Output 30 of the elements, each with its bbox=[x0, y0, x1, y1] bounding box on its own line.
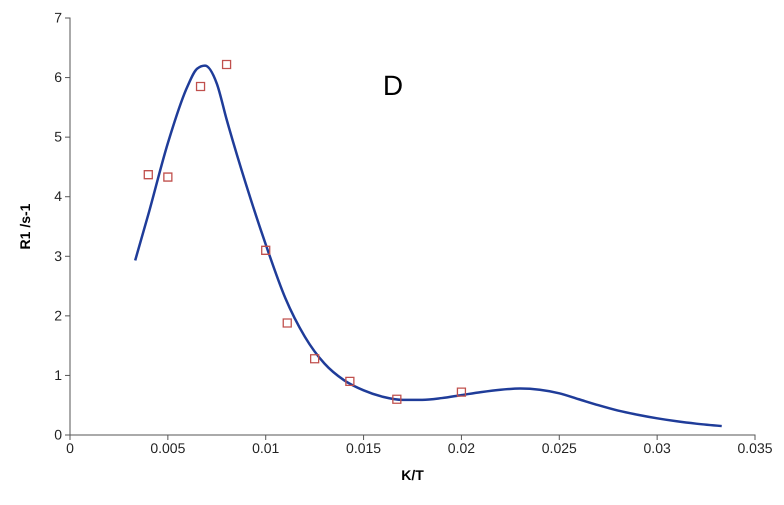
x-tick-label: 0.035 bbox=[737, 440, 773, 456]
point bbox=[144, 170, 153, 180]
x-axis-title: K/T bbox=[401, 467, 424, 483]
x-tick-label: 0.01 bbox=[252, 440, 280, 456]
point bbox=[196, 82, 206, 92]
point bbox=[163, 172, 173, 182]
x-tick-label: 0 bbox=[66, 440, 74, 456]
line-series bbox=[134, 64, 723, 428]
y-tick-label: 1 bbox=[54, 366, 62, 383]
y-tick-label: 6 bbox=[54, 69, 62, 86]
point bbox=[456, 387, 466, 397]
point bbox=[310, 354, 320, 364]
y-axis-title: R1 /s-1 bbox=[17, 203, 33, 250]
y-tick-label: 3 bbox=[54, 248, 62, 264]
point bbox=[282, 318, 292, 328]
annotation: D bbox=[382, 70, 404, 101]
point bbox=[345, 376, 355, 386]
point bbox=[261, 246, 270, 255]
x-tick-label: 0.005 bbox=[150, 440, 186, 456]
y-tick-label: 4 bbox=[54, 188, 62, 204]
point bbox=[222, 60, 232, 70]
x-tick-label: 0.025 bbox=[542, 440, 578, 456]
y-tick-label: 0 bbox=[54, 426, 62, 442]
x-tick-label: 0.02 bbox=[448, 440, 476, 456]
x-tick-label: 0.015 bbox=[346, 440, 382, 456]
y-tick-label: 7 bbox=[54, 9, 62, 26]
x-tick-label: 0.03 bbox=[644, 440, 671, 456]
point bbox=[392, 394, 402, 404]
y-tick-label: 5 bbox=[54, 128, 62, 145]
y-tick-label: 2 bbox=[54, 307, 62, 324]
